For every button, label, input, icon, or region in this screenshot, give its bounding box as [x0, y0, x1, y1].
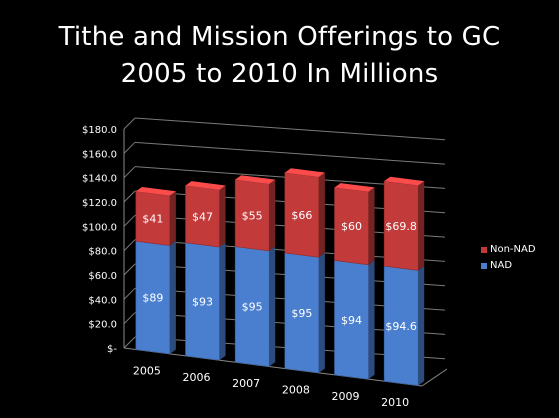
- bar-top: [185, 181, 226, 190]
- gridline-side: [123, 214, 136, 227]
- chart-subtitle: 2005 to 2010 In Millions: [120, 59, 439, 89]
- bar-top: [235, 175, 276, 185]
- data-label: $95: [291, 307, 312, 320]
- gridline: [134, 141, 446, 165]
- legend-label-non-nad: Non-NAD: [490, 244, 536, 255]
- bar-side-nad: [219, 242, 226, 361]
- y-tick-label: $120.0: [82, 198, 117, 209]
- data-label: $60: [341, 220, 362, 233]
- x-tick-label: 2010: [381, 396, 409, 409]
- legend: Non-NAD NAD: [481, 242, 536, 274]
- gridline-side: [123, 117, 136, 130]
- bar-side-nad: [368, 260, 375, 380]
- y-tick-label: $160.0: [82, 149, 117, 160]
- data-label: $41: [142, 212, 163, 225]
- data-label: $95: [242, 301, 263, 314]
- gridline-side: [123, 263, 136, 276]
- bar-side-non-nad: [318, 172, 325, 258]
- legend-item-non-nad: Non-NAD: [481, 242, 536, 258]
- chart-title: Tithe and Mission Offerings to GC: [58, 22, 501, 52]
- bar-top: [284, 168, 325, 177]
- y-tick-label: $180.0: [82, 125, 117, 136]
- gridline-side: [123, 190, 136, 203]
- bar-side-non-nad: [368, 187, 375, 265]
- gridline-side: [123, 287, 136, 300]
- data-label: $66: [291, 209, 312, 222]
- bar-side-nad: [269, 246, 276, 367]
- bar-side-nad: [418, 266, 425, 386]
- legend-label-nad: NAD: [490, 260, 513, 271]
- bar-top: [384, 176, 425, 186]
- data-label: $94.6: [385, 320, 417, 333]
- gridline: [134, 117, 446, 141]
- x-tick-label: 2009: [332, 390, 360, 403]
- data-label: $55: [242, 209, 263, 222]
- y-tick-label: $60.0: [88, 271, 117, 282]
- gridline-side: [123, 141, 136, 154]
- y-tick-label: $80.0: [88, 247, 117, 258]
- data-label: $89: [142, 292, 163, 305]
- x-tick-label: 2008: [282, 384, 310, 397]
- bar-side-non-nad: [269, 179, 276, 251]
- data-label: $94: [341, 314, 362, 327]
- bar-side-non-nad: [418, 181, 425, 271]
- bar-side-nad: [169, 241, 176, 354]
- x-tick-label: 2006: [183, 371, 211, 384]
- y-tick-label: $100.0: [82, 222, 117, 233]
- data-label: $47: [192, 210, 213, 223]
- x-axis-line: [123, 347, 423, 387]
- y-tick-label: $40.0: [88, 295, 117, 306]
- legend-swatch-nad: [481, 263, 487, 269]
- bar-side-non-nad: [219, 185, 226, 248]
- bar-top: [334, 183, 375, 192]
- bar-side-non-nad: [169, 191, 176, 246]
- y-tick-label: $140.0: [82, 174, 117, 185]
- legend-swatch-non-nad: [481, 247, 487, 253]
- x-tick-label: 2007: [232, 377, 260, 390]
- bar-top: [135, 186, 176, 196]
- data-label: $69.8: [385, 220, 417, 233]
- floor-edge: [421, 368, 448, 387]
- bar-side-nad: [318, 252, 325, 373]
- data-label: $93: [192, 295, 213, 308]
- gridline-side: [123, 239, 136, 252]
- y-tick-label: $20.0: [88, 320, 117, 331]
- x-tick-label: 2005: [133, 365, 161, 378]
- y-tick-label: $-: [107, 344, 117, 355]
- gridline-side: [123, 166, 136, 179]
- gridline-side: [123, 312, 136, 325]
- gridline-side: [123, 336, 136, 349]
- legend-item-nad: NAD: [481, 258, 536, 274]
